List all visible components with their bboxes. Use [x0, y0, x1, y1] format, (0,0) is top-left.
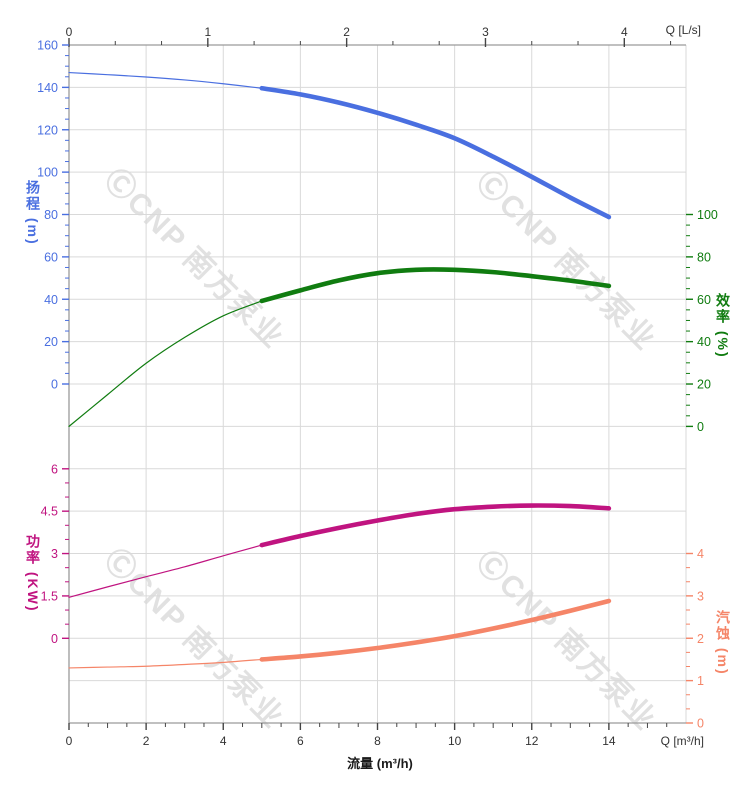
- svg-text:14: 14: [602, 734, 616, 748]
- svg-text:0: 0: [51, 378, 58, 392]
- svg-text:80: 80: [44, 208, 58, 222]
- svg-text:40: 40: [697, 335, 711, 349]
- svg-text:2: 2: [343, 25, 350, 39]
- svg-text:160: 160: [37, 39, 58, 53]
- top-flow-axis: 0 1 2 3 4: [66, 25, 672, 47]
- svg-text:60: 60: [697, 293, 711, 307]
- npsh-axis: 0 1 2 3 4: [686, 547, 704, 731]
- svg-text:10: 10: [448, 734, 462, 748]
- power-axis-title: 功率 (KW): [25, 534, 41, 613]
- svg-text:3: 3: [697, 589, 704, 603]
- efficiency-axis: 0 20 40 60 80 100: [686, 208, 718, 434]
- svg-text:4: 4: [621, 25, 628, 39]
- svg-text:140: 140: [37, 81, 58, 95]
- svg-text:0: 0: [66, 734, 73, 748]
- svg-text:6: 6: [297, 734, 304, 748]
- svg-text:0: 0: [51, 632, 58, 646]
- svg-text:2: 2: [697, 632, 704, 646]
- svg-text:40: 40: [44, 293, 58, 307]
- svg-text:100: 100: [37, 166, 58, 180]
- svg-text:3: 3: [482, 25, 489, 39]
- svg-text:8: 8: [374, 734, 381, 748]
- efficiency-curve: [68, 267, 612, 427]
- flow-axis-title: 流量 (m³/h): [347, 756, 413, 771]
- head-axis-title: 扬程 (m): [25, 180, 41, 246]
- power-curve: [68, 503, 612, 598]
- head-curve: [68, 71, 612, 220]
- svg-text:4: 4: [697, 547, 704, 561]
- svg-text:3: 3: [51, 547, 58, 561]
- svg-text:120: 120: [37, 123, 58, 137]
- svg-text:100: 100: [697, 208, 718, 222]
- svg-text:1.5: 1.5: [41, 589, 58, 603]
- bottom-axis-unit-label: Q [m³/h]: [660, 734, 704, 748]
- bottom-flow-axis: 0 2 4 6 8 10 12 14: [66, 723, 668, 748]
- svg-text:4: 4: [220, 734, 227, 748]
- svg-text:20: 20: [44, 335, 58, 349]
- svg-text:60: 60: [44, 250, 58, 264]
- svg-text:80: 80: [697, 250, 711, 264]
- npsh-curve: [68, 598, 612, 669]
- head-axis: 0 20 40 60 80 100 120 140 160: [37, 39, 69, 392]
- svg-text:1: 1: [204, 25, 211, 39]
- efficiency-axis-title: 效率 (%): [715, 293, 731, 359]
- svg-text:0: 0: [66, 25, 73, 39]
- svg-text:1: 1: [697, 674, 704, 688]
- svg-text:0: 0: [697, 420, 704, 434]
- gridlines: [69, 45, 687, 723]
- svg-text:20: 20: [697, 378, 711, 392]
- top-axis-unit-label: Q [L/s]: [665, 23, 701, 37]
- power-axis: 0 1.5 3 4.5 6: [41, 462, 69, 646]
- npsh-axis-title: 汽蚀 (m): [715, 610, 731, 676]
- svg-text:12: 12: [525, 734, 539, 748]
- svg-text:6: 6: [51, 462, 58, 476]
- svg-text:0: 0: [697, 717, 704, 731]
- svg-text:2: 2: [143, 734, 150, 748]
- svg-text:4.5: 4.5: [41, 505, 58, 519]
